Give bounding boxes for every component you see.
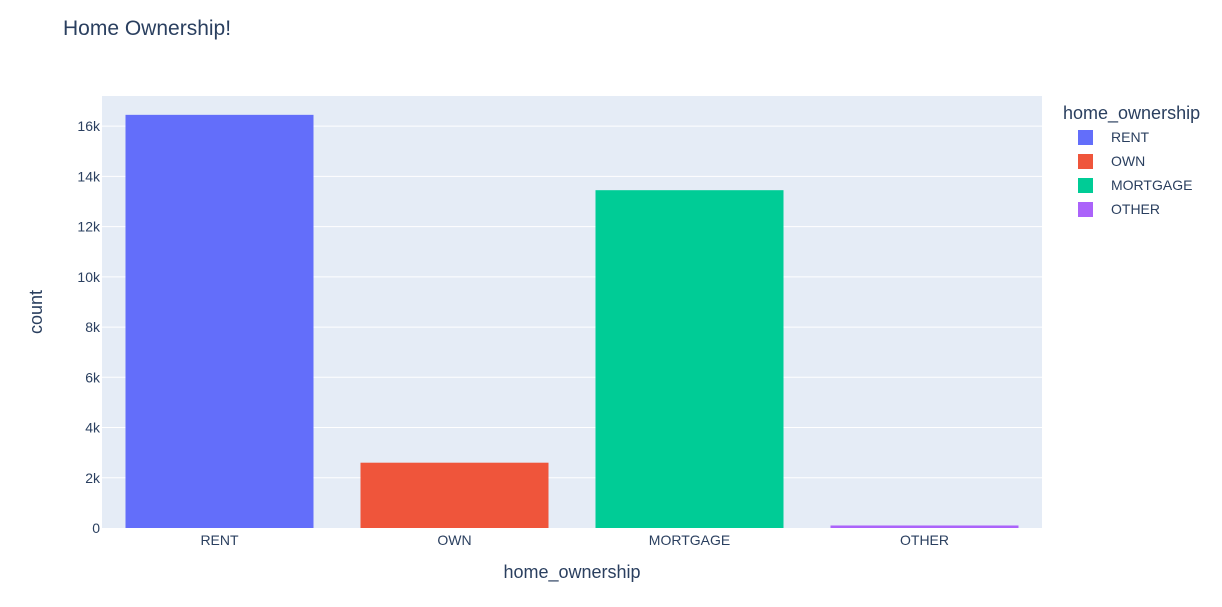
bar-mortgage[interactable] [595,190,784,529]
y-tick-label: 14k [77,168,101,184]
y-tick-label: 4k [85,420,101,436]
y-tick-label: 8k [85,319,101,335]
legend-item-own[interactable]: OWN [1078,153,1145,169]
bars [125,114,1019,529]
legend-item-rent[interactable]: RENT [1078,129,1150,145]
y-axis-ticks: 0 2k 4k 6k 8k 10k 12k 14k 16k [77,118,101,536]
legend-title: home_ownership [1063,103,1200,124]
y-tick-label: 0 [92,520,100,536]
legend-items: RENT OWN MORTGAGE OTHER [1078,129,1192,217]
y-tick-label: 12k [77,219,101,235]
legend-swatch [1078,178,1093,193]
legend-item-mortgage[interactable]: MORTGAGE [1078,177,1192,193]
chart-title: Home Ownership! [63,17,231,40]
y-tick-label: 10k [77,269,101,285]
y-tick-label: 6k [85,369,101,385]
bar-other[interactable] [830,525,1019,528]
x-axis-ticks: RENT OWN MORTGAGE OTHER [200,532,949,548]
x-axis-title: home_ownership [503,562,640,583]
legend-swatch [1078,202,1093,217]
legend-label: OWN [1111,153,1145,169]
legend-item-other[interactable]: OTHER [1078,201,1160,217]
bar-rent[interactable] [125,114,314,528]
legend-swatch [1078,154,1093,169]
x-tick-label: OTHER [900,532,949,548]
x-tick-label: MORTGAGE [649,532,730,548]
y-tick-label: 2k [85,470,101,486]
legend-swatch [1078,130,1093,145]
x-tick-label: OWN [437,532,471,548]
x-tick-label: RENT [200,532,239,548]
bar-own[interactable] [360,462,549,528]
y-tick-label: 16k [77,118,101,134]
legend-label: MORTGAGE [1111,177,1192,193]
legend-label: RENT [1111,129,1150,145]
legend: home_ownership RENT OWN MORTGAGE OTHER [1063,103,1200,217]
legend-label: OTHER [1111,201,1160,217]
y-axis-title: count [26,290,46,334]
